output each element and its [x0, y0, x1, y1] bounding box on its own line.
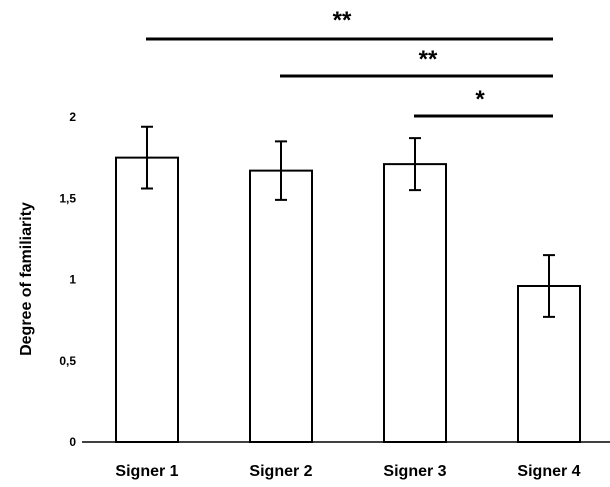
bar — [249, 169, 313, 443]
significance-bracket: ** — [146, 7, 553, 41]
x-category-label: Signer 4 — [517, 463, 580, 480]
y-tick-label: 2 — [69, 110, 76, 124]
x-category-label: Signer 3 — [383, 463, 446, 480]
bar — [383, 163, 447, 443]
y-axis-title: Degree of familiarity — [18, 202, 35, 356]
significance-brackets: ***** — [146, 7, 553, 118]
y-tick-label: 1 — [69, 273, 76, 287]
bars — [115, 156, 581, 443]
y-tick-label: 1,5 — [59, 191, 76, 205]
bar — [115, 156, 179, 443]
y-tick-label: 0,5 — [59, 354, 76, 368]
x-category-label: Signer 2 — [249, 463, 312, 480]
significance-bracket: ** — [280, 46, 553, 78]
y-axis-ticks: 0 0,5 1 1,5 2 — [59, 110, 76, 449]
error-bar — [543, 254, 555, 318]
error-bar — [141, 125, 153, 190]
error-bars — [141, 125, 555, 318]
x-axis-labels: Signer 1 Signer 2 Signer 3 Signer 4 — [115, 463, 580, 480]
error-bar — [409, 137, 421, 192]
significance-label: ** — [419, 46, 438, 73]
x-category-label: Signer 1 — [115, 463, 178, 480]
error-bar — [275, 140, 287, 201]
y-tick-label: 0 — [69, 435, 76, 449]
significance-label: * — [475, 86, 485, 113]
significance-bracket: * — [414, 86, 553, 118]
significance-label: ** — [333, 7, 352, 34]
